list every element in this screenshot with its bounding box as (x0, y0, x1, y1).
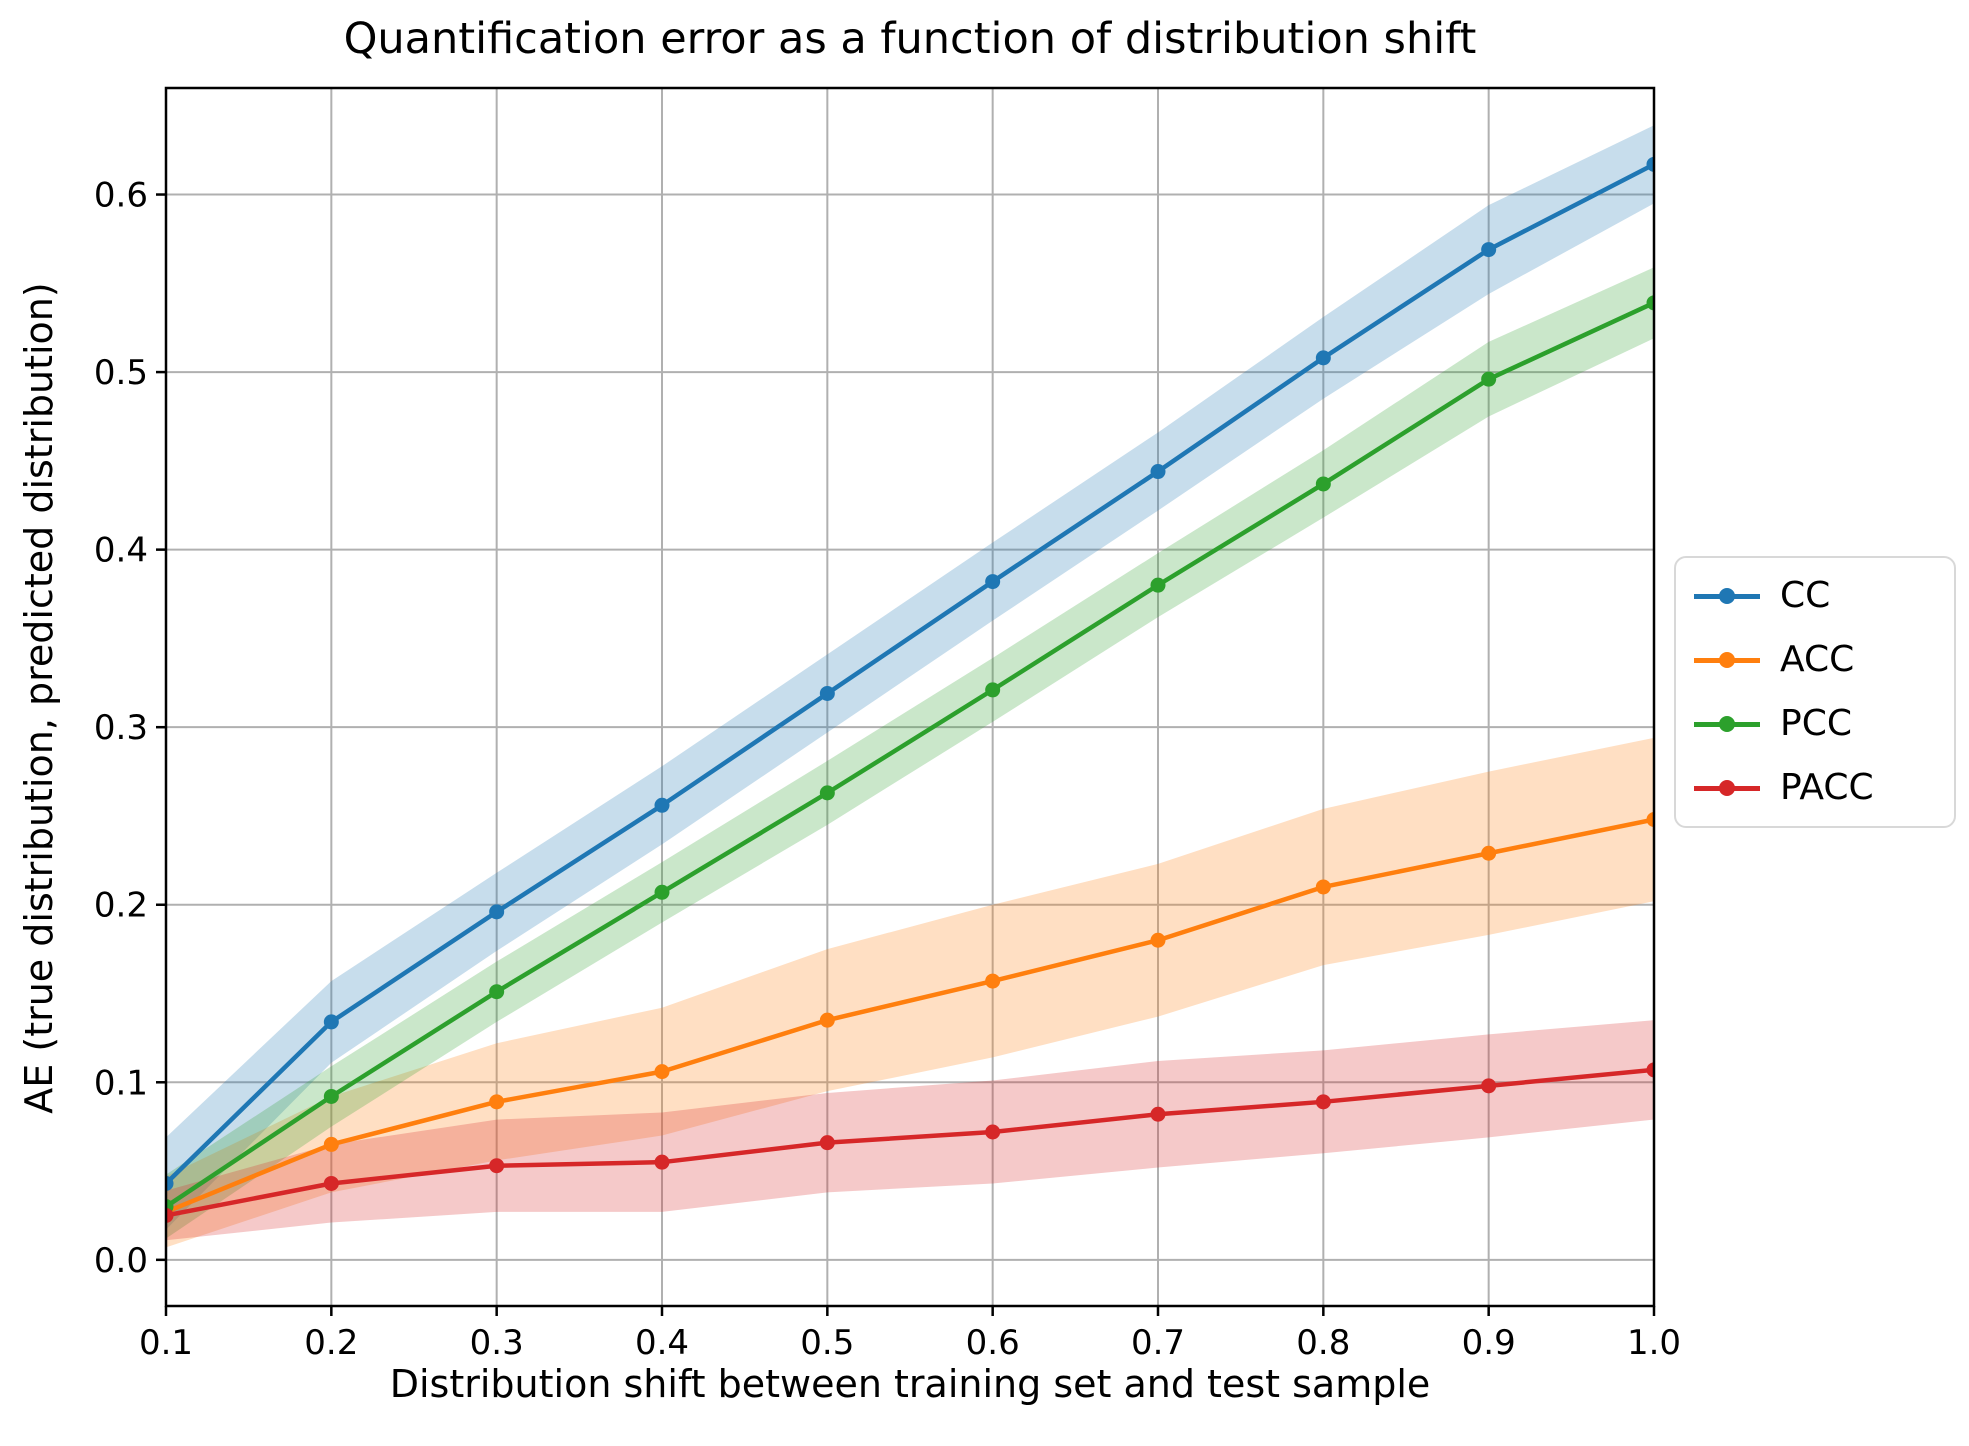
legend-item-pacc: PACC (1694, 770, 1936, 806)
pcc-line (166, 295, 1654, 1215)
pacc-marker (985, 1124, 1001, 1140)
cc-marker (1315, 350, 1331, 366)
x-tick-label: 0.9 (1462, 1323, 1516, 1363)
cc-marker (1481, 242, 1497, 258)
series-lines (166, 156, 1654, 1223)
legend-item-acc: ACC (1694, 642, 1936, 678)
acc-marker (654, 1064, 670, 1080)
acc-marker (1315, 879, 1331, 895)
legend-label-acc: ACC (1780, 639, 1855, 680)
y-tick-label: 0.3 (94, 708, 148, 748)
pacc-line-swatch (1694, 780, 1760, 796)
pacc-marker-icon (1719, 780, 1735, 796)
pcc-marker (1646, 295, 1654, 311)
legend: CC ACC PCC PACC (1674, 556, 1956, 828)
pacc-marker (1646, 1062, 1654, 1078)
pacc-marker (1150, 1106, 1166, 1122)
legend-label-pacc: PACC (1780, 767, 1874, 808)
y-tick-label: 0.5 (94, 353, 148, 393)
acc-marker (1150, 932, 1166, 948)
x-tick-label: 0.7 (1131, 1323, 1185, 1363)
pcc-marker (323, 1088, 339, 1104)
pacc-marker (1481, 1078, 1497, 1094)
y-tick-label: 0.0 (94, 1241, 148, 1281)
pacc-marker (166, 1207, 174, 1223)
pacc-marker (819, 1135, 835, 1151)
cc-line-swatch (1694, 588, 1760, 604)
tick-marks (156, 193, 1656, 1316)
pcc-line-swatch (1694, 716, 1760, 732)
axes-frame (164, 86, 1656, 1308)
cc-marker (819, 685, 835, 701)
acc-marker (1646, 812, 1654, 828)
cc-band (166, 125, 1654, 1230)
cc-marker (489, 904, 505, 920)
pacc-marker (323, 1175, 339, 1191)
pcc-marker (985, 682, 1001, 698)
pcc-marker (1150, 577, 1166, 593)
acc-line-swatch (1694, 652, 1760, 668)
pacc-band (166, 1020, 1654, 1241)
y-tick-label: 0.2 (94, 886, 148, 926)
pacc-marker (489, 1158, 505, 1174)
cc-marker (985, 574, 1001, 590)
y-tick-label: 0.6 (94, 176, 148, 216)
acc-line (166, 812, 1654, 1220)
pacc-marker (1315, 1094, 1331, 1110)
x-tick-label: 0.3 (470, 1323, 524, 1363)
acc-band (166, 737, 1654, 1248)
acc-marker (323, 1136, 339, 1152)
legend-item-pcc: PCC (1694, 706, 1936, 742)
pcc-marker (654, 884, 670, 900)
acc-marker (985, 973, 1001, 989)
x-tick-label: 0.2 (304, 1323, 358, 1363)
x-tick-label: 0.8 (1296, 1323, 1350, 1363)
legend-label-cc: CC (1780, 575, 1831, 616)
legend-item-cc: CC (1694, 578, 1936, 614)
pcc-marker (1315, 476, 1331, 492)
cc-marker (1646, 156, 1654, 172)
x-tick-label: 0.5 (800, 1323, 854, 1363)
cc-marker (1150, 464, 1166, 480)
cc-marker (166, 1175, 174, 1191)
acc-marker (819, 1012, 835, 1028)
x-tick-label: 1.0 (1627, 1323, 1681, 1363)
y-tick-label: 0.1 (94, 1063, 148, 1103)
pcc-marker (1481, 371, 1497, 387)
pacc-marker (654, 1154, 670, 1170)
x-tick-label: 0.1 (139, 1323, 193, 1363)
confidence-bands (166, 125, 1654, 1248)
x-tick-label: 0.4 (635, 1323, 689, 1363)
cc-marker (323, 1014, 339, 1030)
x-axis-label: Distribution shift between training set … (389, 1362, 1431, 1406)
pcc-marker-icon (1719, 716, 1735, 732)
acc-marker (1481, 845, 1497, 861)
cc-marker-icon (1719, 588, 1735, 604)
legend-label-pcc: PCC (1780, 703, 1852, 744)
pacc-line (166, 1062, 1654, 1223)
y-tick-label: 0.4 (94, 531, 148, 571)
acc-marker (489, 1094, 505, 1110)
pcc-marker (489, 984, 505, 1000)
acc-marker-icon (1719, 652, 1735, 668)
pcc-marker (819, 785, 835, 801)
tick-labels: 0.1 0.2 0.3 0.4 0.5 0.6 0.7 0.8 0.9 1.0 0.0 0.1 0.2 0… (94, 176, 1681, 1363)
cc-line (166, 156, 1654, 1191)
chart-title: Quantification error as a function of di… (343, 14, 1477, 64)
x-tick-label: 0.6 (966, 1323, 1020, 1363)
cc-marker (654, 797, 670, 813)
